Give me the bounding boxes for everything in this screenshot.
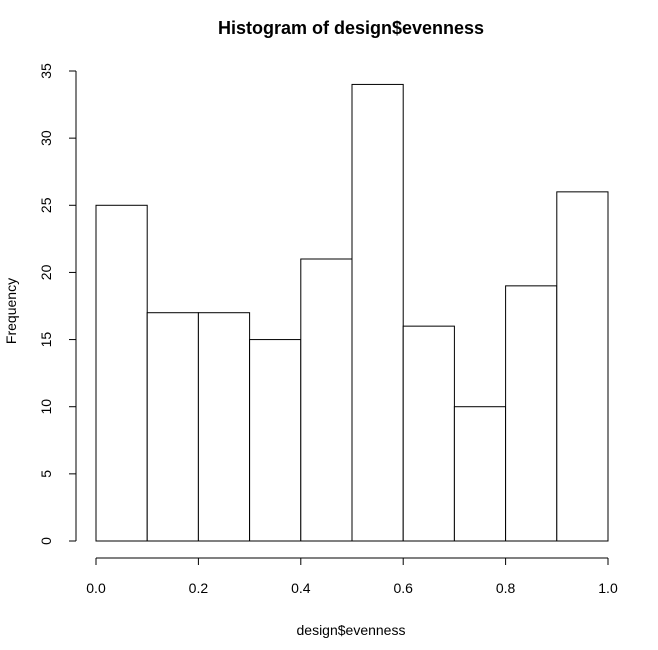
y-axis: 0 5 10 15 20 25 30 35 bbox=[38, 63, 77, 545]
x-tick-label-2: 0.4 bbox=[291, 580, 311, 596]
y-tick-label-0: 0 bbox=[38, 537, 54, 545]
x-tick-label-3: 0.6 bbox=[393, 580, 413, 596]
histogram-bar-0 bbox=[95, 204, 148, 542]
chart-title: Histogram of design$evenness bbox=[218, 18, 484, 38]
histogram-bar-1 bbox=[146, 312, 199, 542]
y-axis-label: Frequency bbox=[3, 278, 19, 344]
histogram-bar-6 bbox=[402, 325, 455, 542]
x-tick-label-0: 0.0 bbox=[86, 580, 106, 596]
y-tick-label-4: 20 bbox=[38, 264, 54, 280]
histogram-bar-3 bbox=[249, 339, 302, 542]
y-tick-label-1: 5 bbox=[38, 470, 54, 478]
histogram-bar-5 bbox=[351, 83, 404, 542]
histogram-bar-2 bbox=[197, 312, 251, 542]
histogram-bar-7 bbox=[453, 406, 507, 542]
y-tick-label-6: 30 bbox=[38, 130, 54, 146]
histogram-bar-8 bbox=[505, 285, 558, 542]
x-axis-label: design$evenness bbox=[297, 622, 406, 638]
y-tick-label-2: 10 bbox=[38, 399, 54, 415]
x-axis: 0.0 0.2 0.4 0.6 0.8 1.0 bbox=[86, 557, 618, 596]
x-tick-label-5: 1.0 bbox=[598, 580, 618, 596]
histogram-bar-4 bbox=[300, 258, 353, 542]
y-tick-label-5: 25 bbox=[38, 197, 54, 213]
y-tick-label-7: 35 bbox=[38, 63, 54, 79]
y-tick-label-3: 15 bbox=[38, 332, 54, 348]
bars-group bbox=[95, 83, 609, 542]
histogram-bar-9 bbox=[556, 191, 609, 542]
x-tick-label-1: 0.2 bbox=[189, 580, 209, 596]
x-tick-label-4: 0.8 bbox=[496, 580, 516, 596]
